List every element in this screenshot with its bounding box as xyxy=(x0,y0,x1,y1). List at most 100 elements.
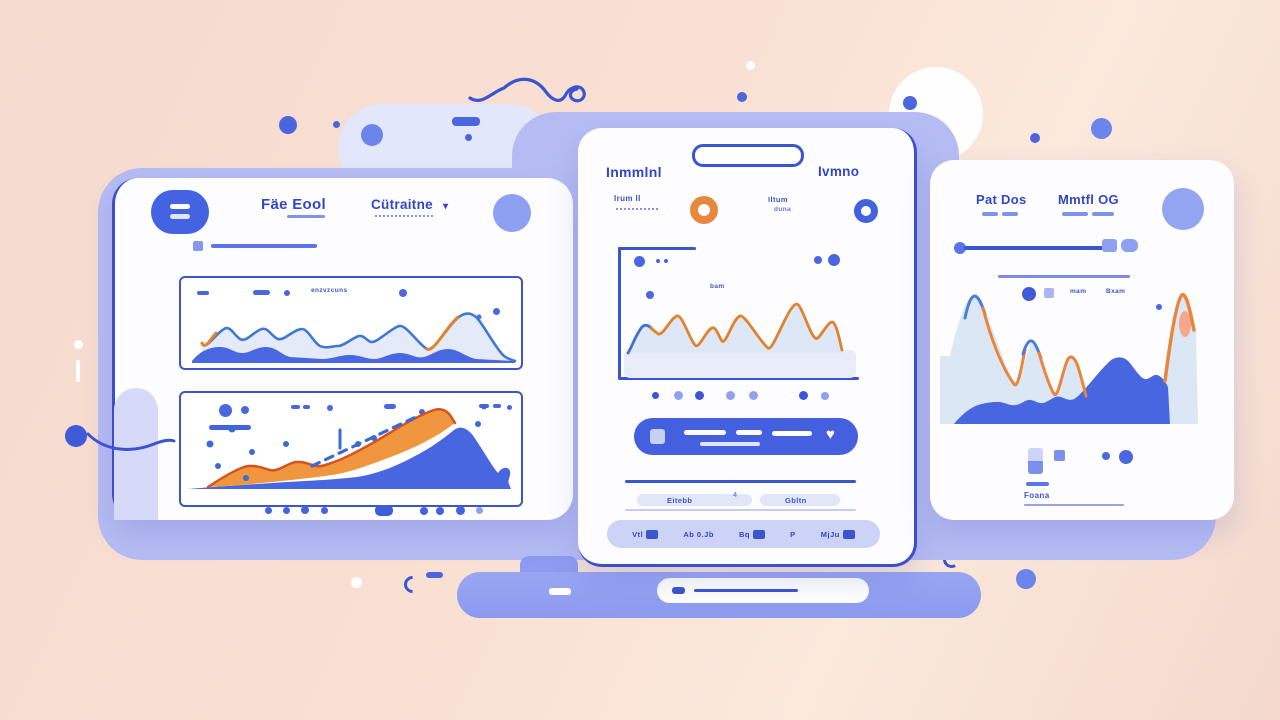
left-bottom-chart xyxy=(188,404,511,489)
pager-dot[interactable] xyxy=(726,391,735,400)
tick-dot xyxy=(664,259,668,263)
decor-dash xyxy=(452,117,480,126)
footer-dot xyxy=(1102,452,1110,460)
slider-handle[interactable] xyxy=(954,242,966,254)
stat-right-sub: duna xyxy=(774,206,792,213)
nav-item[interactable]: Ab 0.Jb xyxy=(683,530,714,539)
field-underline xyxy=(625,509,856,511)
field-track xyxy=(637,494,752,506)
cta-button[interactable]: ♥ xyxy=(634,418,858,455)
dock-search-pill[interactable] xyxy=(657,578,869,603)
cta-text-line xyxy=(684,430,726,435)
title-underline xyxy=(287,215,325,218)
field-mid-text: 4 xyxy=(733,492,738,499)
nav-item-label: Ab 0.Jb xyxy=(683,529,714,539)
tick-dot xyxy=(646,291,654,299)
nav-item[interactable]: P xyxy=(790,530,796,539)
chart-axis-left xyxy=(618,247,621,379)
tick-dash xyxy=(197,291,209,295)
tick-dot xyxy=(284,290,290,296)
pager-dot[interactable] xyxy=(436,507,444,515)
avatar[interactable] xyxy=(1162,188,1204,230)
slider-line[interactable] xyxy=(964,246,1104,250)
tick-dot xyxy=(507,405,512,410)
pager-dot[interactable] xyxy=(799,391,808,400)
nav-item[interactable]: Vtl xyxy=(632,529,659,539)
tick-dash xyxy=(303,405,310,409)
nav-item[interactable]: MjJu xyxy=(820,529,855,539)
footer-square-small[interactable] xyxy=(1054,450,1065,461)
right-title-left: Pat Dos xyxy=(976,192,1027,207)
nav-item-label: Vtl xyxy=(632,529,644,539)
dropdown-control[interactable]: Cütraitne ▾ xyxy=(371,197,448,212)
decor-dot xyxy=(465,134,472,141)
nav-item-label: P xyxy=(790,529,796,539)
footer-square-dark[interactable] xyxy=(1028,461,1043,474)
pager-dot[interactable] xyxy=(321,507,328,514)
stat-left-label: Irum II xyxy=(614,194,641,203)
avatar[interactable] xyxy=(493,194,531,232)
footer-thin-line xyxy=(1024,504,1124,506)
title-underline xyxy=(1092,212,1114,216)
decor-dot xyxy=(361,124,383,146)
middle-card-title-right: Ivmno xyxy=(818,164,860,179)
decor-dot xyxy=(65,425,87,447)
title-underline xyxy=(982,212,998,216)
pager-dot[interactable] xyxy=(821,392,829,400)
dock-dash xyxy=(549,588,571,595)
nav-item-badge xyxy=(842,529,855,539)
right-dashboard-card: Pat Dos Mmtfl OG mam Bxam xyxy=(930,160,1234,520)
decor-dash-white xyxy=(76,360,80,382)
footer-square-light[interactable] xyxy=(1028,448,1043,461)
menu-button[interactable] xyxy=(151,190,209,234)
dropdown-underline xyxy=(375,215,433,217)
pager-dot[interactable] xyxy=(652,392,659,399)
form-field-row[interactable]: Eitebb 4 Gbltn xyxy=(625,490,856,511)
footer-dot xyxy=(1119,450,1133,464)
slider-square[interactable] xyxy=(1121,239,1138,252)
legend-square xyxy=(1044,288,1054,298)
pager-dot[interactable] xyxy=(265,507,272,514)
left-dashboard-card: Fäe Eool Cütraitne ▾ enzvzcuns xyxy=(112,178,573,520)
nav-item-badge xyxy=(753,529,766,539)
right-chart xyxy=(940,293,1198,424)
heart-icon[interactable]: ♥ xyxy=(826,426,835,443)
pager-dot[interactable] xyxy=(456,506,465,515)
chart-top-line xyxy=(998,275,1130,278)
pager-dot[interactable] xyxy=(420,507,428,515)
decor-dot xyxy=(1091,118,1112,139)
legend-label-1: mam xyxy=(1070,288,1087,295)
tick-dot xyxy=(327,405,333,411)
tick-dot xyxy=(399,289,407,297)
nav-item-label: MjJu xyxy=(820,529,840,539)
left-top-chart xyxy=(192,312,517,363)
tick-dash xyxy=(291,405,300,409)
pager-dot[interactable] xyxy=(695,391,704,400)
slider-square[interactable] xyxy=(1102,239,1117,252)
field-right-text: Gbltn xyxy=(785,496,807,505)
field-track xyxy=(760,494,840,506)
pager-dot[interactable] xyxy=(283,507,290,514)
section-divider xyxy=(625,480,856,483)
filter-line[interactable] xyxy=(211,244,317,248)
tick-dot xyxy=(493,308,500,315)
cta-text-line xyxy=(736,430,762,435)
tick-dot xyxy=(814,256,822,264)
cta-text-line xyxy=(700,442,760,446)
pager-dot[interactable] xyxy=(674,391,683,400)
hamburger-icon xyxy=(170,204,190,209)
stat-right-label: Iltum xyxy=(768,195,788,204)
decor-dot-white xyxy=(746,61,755,70)
orange-donut-indicator xyxy=(690,196,718,224)
pager-dot[interactable] xyxy=(301,506,309,514)
pager-dot[interactable] xyxy=(476,507,483,514)
right-title-right: Mmtfl OG xyxy=(1058,192,1119,207)
pager-dot[interactable] xyxy=(749,391,758,400)
pager-pill[interactable] xyxy=(375,505,393,516)
filter-square[interactable] xyxy=(193,241,203,251)
nav-item[interactable]: Bq xyxy=(739,529,766,539)
nav-item-label: Bq xyxy=(739,529,751,539)
footer-underline xyxy=(1026,482,1049,486)
decor-dot xyxy=(279,116,297,134)
decor-dot xyxy=(1030,133,1040,143)
